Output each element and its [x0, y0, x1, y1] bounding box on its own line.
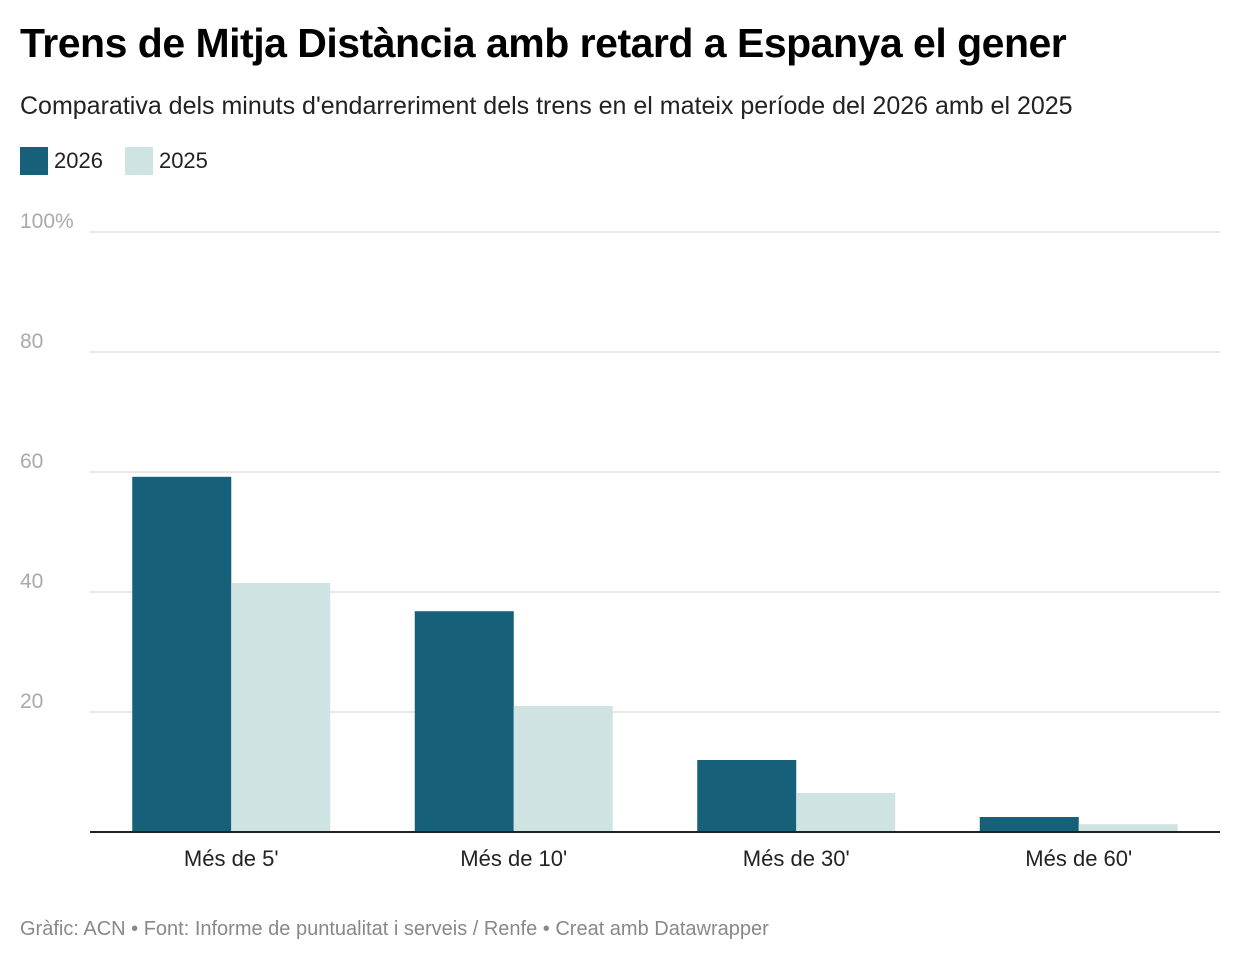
bar-2025	[796, 793, 896, 832]
x-tick-label: Més de 5'	[184, 846, 279, 871]
y-tick-label: 40	[20, 570, 43, 593]
legend-swatch-2025	[124, 147, 153, 175]
legend-item-2025: 2025	[124, 147, 208, 175]
chart-subtitle: Comparativa dels minuts d'endarreriment …	[20, 92, 1073, 120]
legend-label-2025: 2025	[158, 148, 208, 173]
chart-title: Trens de Mitja Distància amb retard a Es…	[20, 20, 1067, 66]
y-tick-label: 80	[20, 330, 43, 353]
y-tick-label: 60	[20, 450, 43, 473]
bar-2025	[231, 583, 331, 832]
x-tick-label: Més de 30'	[743, 846, 850, 871]
y-tick-label: 20	[20, 690, 43, 713]
bar-2026	[979, 817, 1079, 832]
bar-2025	[1078, 824, 1178, 832]
bar-2026	[132, 476, 232, 832]
footer-source: Gràfic: ACN • Font: Informe de puntualit…	[20, 918, 769, 940]
x-tick-label: Més de 10'	[460, 846, 567, 871]
bar-2025	[513, 706, 613, 832]
legend: 2026 2025	[20, 147, 208, 175]
x-tick-label: Més de 60'	[1025, 846, 1132, 871]
bar-2026	[697, 760, 797, 832]
bar-2026	[414, 611, 514, 832]
legend-label-2026: 2026	[54, 148, 103, 173]
legend-swatch-2026	[20, 147, 48, 175]
y-tick-label: 100%	[20, 210, 74, 233]
legend-item-2026: 2026	[20, 147, 103, 175]
